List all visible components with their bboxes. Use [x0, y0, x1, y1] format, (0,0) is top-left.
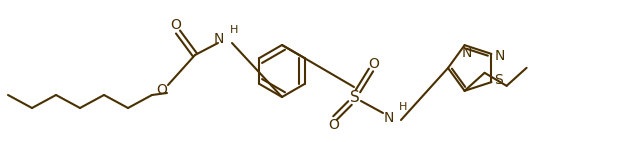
Text: O: O [156, 83, 167, 97]
Text: H: H [230, 25, 239, 35]
Text: N: N [214, 32, 224, 46]
Text: H: H [399, 102, 407, 112]
Text: S: S [494, 73, 503, 87]
Text: N: N [462, 46, 472, 60]
Text: N: N [494, 49, 505, 63]
Text: O: O [329, 118, 339, 132]
Text: N: N [384, 111, 394, 125]
Text: O: O [171, 18, 182, 32]
Text: O: O [368, 57, 379, 71]
Text: S: S [350, 90, 360, 106]
